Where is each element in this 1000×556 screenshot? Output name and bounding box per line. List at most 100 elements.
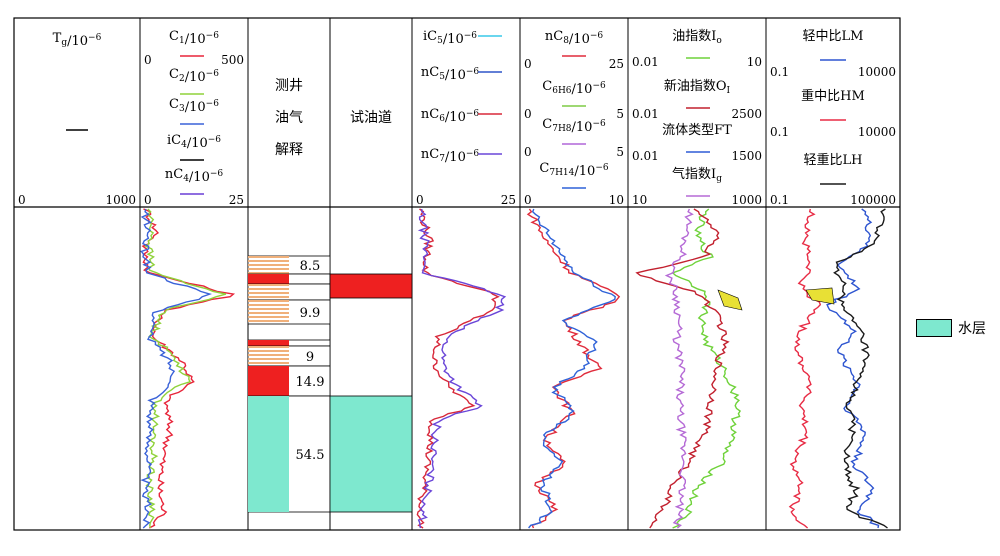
header-hm-label: 重中比HM <box>801 88 865 104</box>
curve-c1 <box>141 208 236 529</box>
header-interpretation-line-2: 油气 <box>275 110 303 126</box>
interp-label-9: 9 <box>306 350 314 365</box>
header-test-title: 试油道 <box>350 110 392 126</box>
curve-io <box>671 208 742 529</box>
curve-lh <box>833 208 888 529</box>
curve-c3 <box>140 208 212 529</box>
header-oi-label: 新油指数OI <box>664 78 731 96</box>
curve-tg <box>16 209 127 528</box>
legend: 水层 <box>916 318 986 338</box>
header-c7h14-min: 0 <box>524 193 532 207</box>
header-nc8-min: 0 <box>524 57 532 71</box>
interp-band-4-stripe <box>248 320 289 322</box>
interp-label-9-9: 9.9 <box>300 306 321 321</box>
interp-band-4-stripe <box>248 300 289 302</box>
header-tg-min: 0 <box>18 193 26 207</box>
legend-water-label: 水层 <box>958 321 986 337</box>
interp-band-1-stripe <box>248 272 289 274</box>
header-ft-label: 流体类型FT <box>662 123 732 138</box>
header-nc6-label: nC6/10−6 <box>421 107 480 125</box>
header-ig-min: 10 <box>632 193 647 207</box>
interp-band-6-stripe <box>248 358 289 360</box>
header-nc8-max: 25 <box>609 57 624 71</box>
curve-c2 <box>144 208 227 529</box>
header-ft-min: 0.01 <box>632 149 659 163</box>
header-ig-label: 气指数Ig <box>672 166 722 184</box>
header-c5-max: 25 <box>501 193 516 207</box>
header-interpretation-line-1: 测井 <box>275 78 303 94</box>
header-lh-max: 100000 <box>850 193 896 207</box>
header-io-max: 10 <box>747 55 762 69</box>
interp-label-54-5: 54.5 <box>296 448 325 463</box>
header-ft-max: 1500 <box>731 149 762 163</box>
interp-band-1-stripe <box>248 256 289 258</box>
header-c7h14-label: C7H14/10−6 <box>539 161 608 179</box>
header-hm-max: 10000 <box>858 125 896 139</box>
header-ig-max: 1000 <box>731 193 762 207</box>
header-ic4-label: iC4/10−6 <box>167 133 221 151</box>
header-nc5-label: nC5/10−6 <box>421 65 480 83</box>
interp-band-1-stripe <box>248 264 289 266</box>
header-nc4-label: nC4/10−6 <box>165 167 224 185</box>
interp-band-6-stripe <box>248 350 289 352</box>
header-c2-max: 25 <box>229 193 244 207</box>
header-c2-min: 0 <box>144 193 152 207</box>
header-lm-max: 10000 <box>858 65 896 79</box>
interp-band-3-stripe <box>248 296 289 298</box>
interp-label-8-5: 8.5 <box>300 259 321 274</box>
curve-c7h14 <box>528 208 616 529</box>
interp-band-7-oil <box>248 366 289 396</box>
header-nc8-label: nC8/10−6 <box>545 29 604 47</box>
ratio-fill-highlight <box>805 287 835 305</box>
test-oil-interval <box>329 273 413 299</box>
header-io-min: 0.01 <box>632 55 659 69</box>
interp-band-3-stripe <box>248 284 289 286</box>
index-fill-highlight <box>717 289 743 311</box>
header-c3-label: C3/10−6 <box>169 97 219 115</box>
interp-band-5-oil <box>248 340 289 346</box>
test-water-interval <box>329 395 413 513</box>
header-oi-min: 0.01 <box>632 107 659 121</box>
header-c6h6-max: 5 <box>616 107 624 121</box>
header-tg-max: 1000 <box>105 193 136 207</box>
interp-band-6-stripe <box>248 346 289 348</box>
interp-band-4-stripe <box>248 312 289 314</box>
header-lh-min: 0.1 <box>770 193 789 207</box>
header-ic5-label: iC5/10−6 <box>423 29 477 47</box>
curve-hm <box>788 208 822 529</box>
interp-label-14-9: 14.9 <box>296 375 325 390</box>
interp-band-4-stripe <box>248 308 289 310</box>
header-c2-label: C2/10−6 <box>169 67 219 85</box>
curve-lm <box>826 208 880 529</box>
header-interpretation-line-3: 解释 <box>275 142 303 158</box>
header-oi-max: 2500 <box>731 107 762 121</box>
curve-ig <box>664 208 694 529</box>
interp-band-4-stripe <box>248 316 289 318</box>
header-c1-min: 0 <box>144 53 152 67</box>
curve-nc7 <box>417 209 507 529</box>
interp-band-8-water <box>248 396 289 512</box>
header-lh-label: 轻重比LH <box>804 152 863 168</box>
header-c6h6-min: 0 <box>524 107 532 121</box>
interp-band-2-oil <box>248 274 289 284</box>
header-c1-label: C1/10−6 <box>169 29 219 47</box>
interp-band-6-stripe <box>248 354 289 356</box>
header-c7h8-min: 0 <box>524 145 532 159</box>
header-c7h8-label: C7H8/10−6 <box>542 117 606 135</box>
header-c7h14-max: 10 <box>609 193 624 207</box>
interp-band-1-stripe <box>248 260 289 262</box>
interp-band-3-stripe <box>248 288 289 290</box>
curve-nc8 <box>526 208 621 529</box>
curve-nc6 <box>416 208 500 529</box>
header-lm-min: 0.1 <box>770 65 789 79</box>
header-nc7-label: nC7/10−6 <box>421 147 480 165</box>
header-lm-label: 轻中比LM <box>803 29 864 44</box>
header-hm-min: 0.1 <box>770 125 789 139</box>
header-io-label: 油指数Io <box>672 29 722 46</box>
header-tg-title: Tg/10−6 <box>53 31 102 49</box>
chart-frame <box>13 17 901 531</box>
header-c6h6-label: C6H6/10−6 <box>542 79 606 97</box>
interp-band-4-stripe <box>248 304 289 306</box>
curve-oi <box>635 208 730 529</box>
